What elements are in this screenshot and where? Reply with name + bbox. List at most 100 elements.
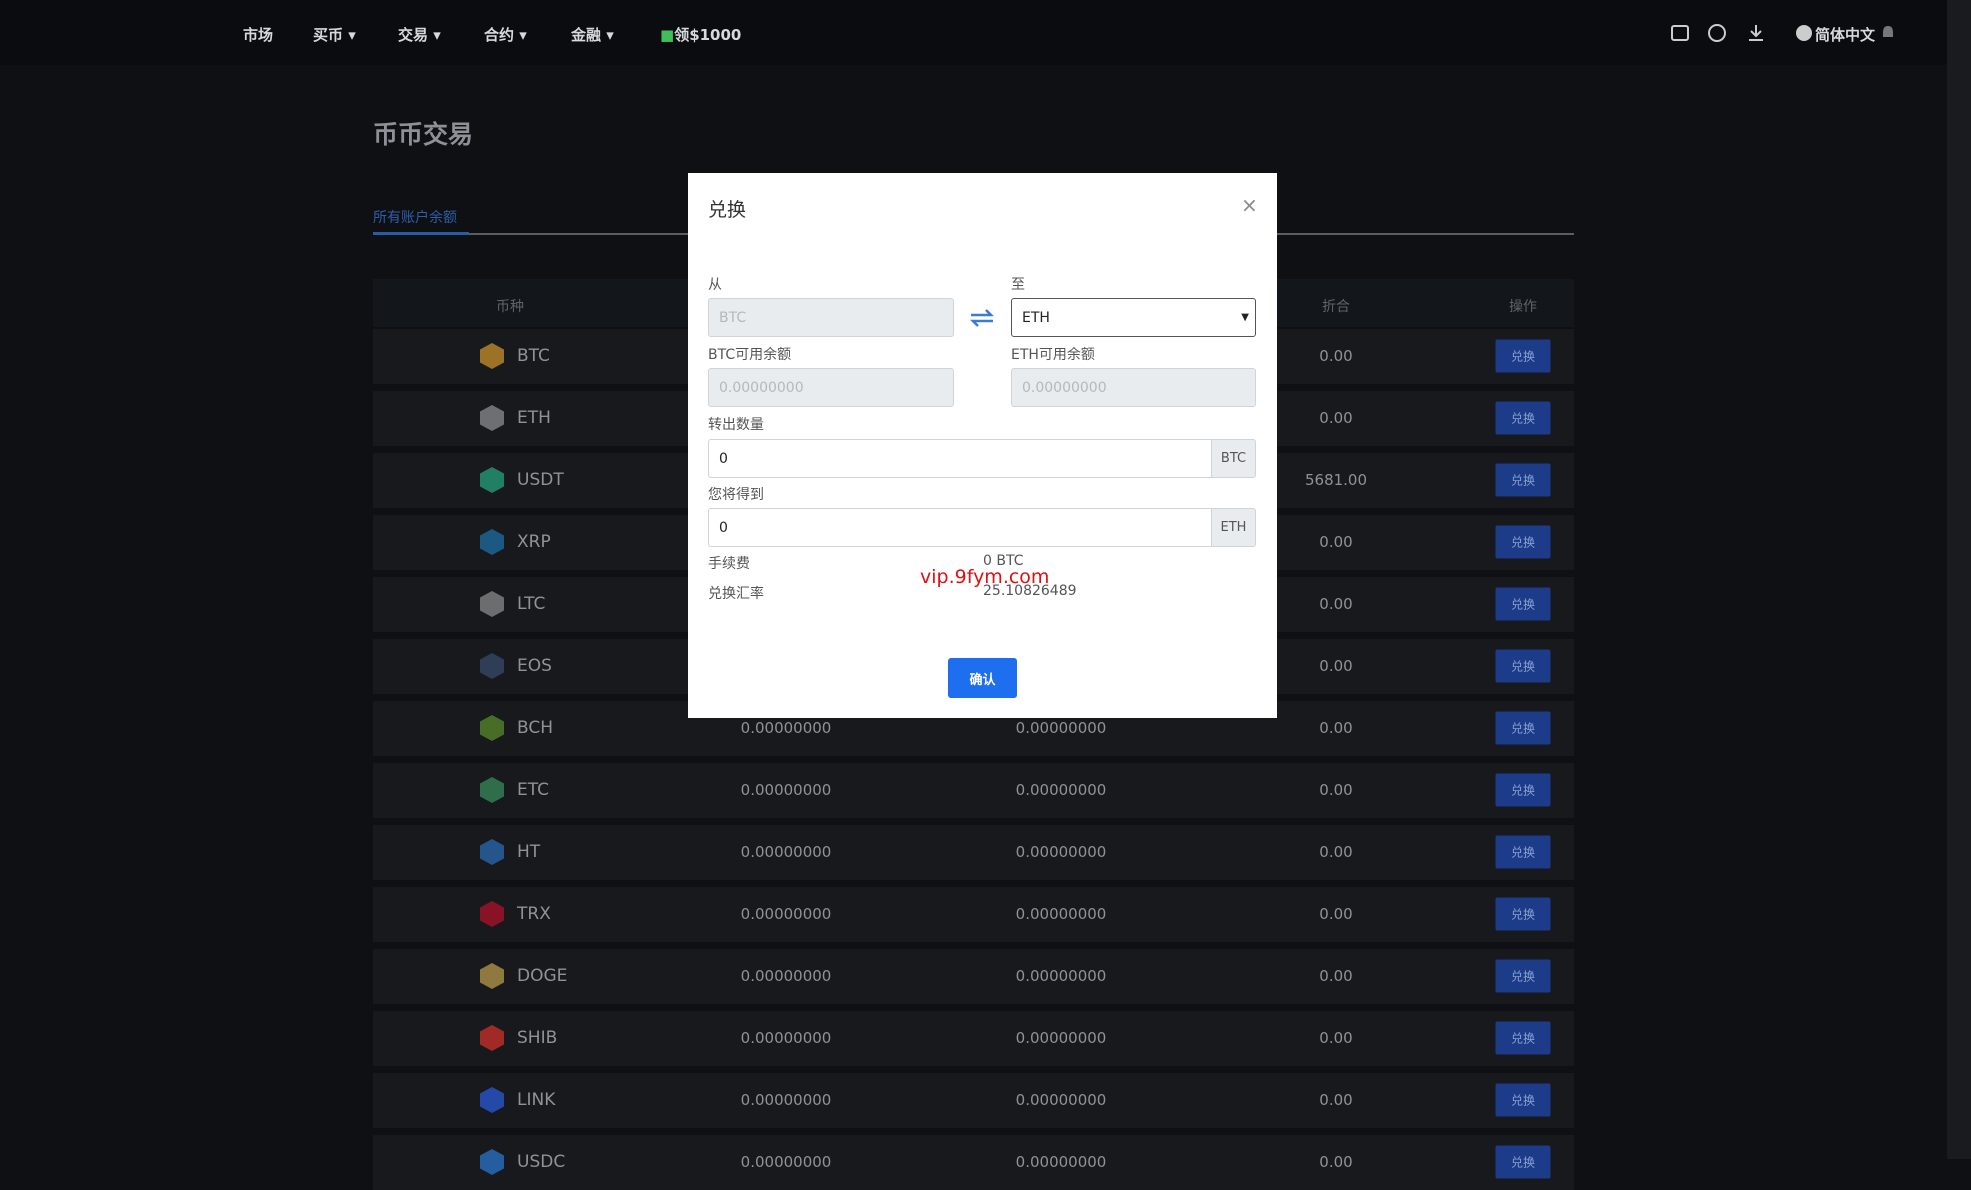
coin-name: TRX [517, 904, 551, 924]
swap-icon[interactable] [968, 308, 996, 328]
converted-value: 0.00 [1319, 781, 1353, 799]
converted-value: 0.00 [1319, 967, 1353, 985]
exchange-button[interactable]: 兑换 [1495, 835, 1551, 869]
exchange-button[interactable]: 兑换 [1495, 339, 1551, 373]
exchange-button[interactable]: 兑换 [1495, 897, 1551, 931]
exchange-button[interactable]: 兑换 [1495, 1021, 1551, 1055]
nav-item[interactable]: 交易 ▾ [398, 26, 441, 44]
coin-name: ETH [517, 408, 551, 428]
coin-icon [480, 343, 504, 369]
converted-value: 0.00 [1319, 533, 1353, 551]
available-balance: 0.00000000 [740, 781, 832, 799]
exchange-button[interactable]: 兑换 [1495, 1145, 1551, 1179]
rate-label: 兑换汇率 [708, 586, 764, 602]
exchange-button[interactable]: 兑换 [1495, 463, 1551, 497]
bell-icon[interactable] [1883, 26, 1893, 37]
wallet-icon[interactable] [1671, 25, 1689, 41]
exchange-button[interactable]: 兑换 [1495, 401, 1551, 435]
frozen-balance: 0.00000000 [1015, 905, 1107, 923]
amount-label: 转出数量 [708, 417, 764, 433]
scrollbar[interactable] [1947, 0, 1971, 1159]
available-balance: 0.00000000 [740, 905, 832, 923]
nav-item[interactable]: 市场 [243, 26, 274, 44]
coin-icon [480, 901, 504, 927]
coin-name: DOGE [517, 966, 568, 986]
nav-item[interactable]: 买币 ▾ [313, 26, 356, 44]
frozen-balance: 0.00000000 [1015, 1153, 1107, 1171]
coin-name: BCH [517, 718, 554, 738]
page: 市场 买币 ▾ 交易 ▾ 合约 ▾ 金融 ▾ ■领$1000 简体中文 币币交易… [243, 0, 1971, 1179]
from-coin-input: BTC [708, 298, 954, 337]
table-row [373, 763, 1574, 818]
coin-icon [480, 405, 504, 431]
globe-icon[interactable] [1796, 25, 1812, 41]
converted-value: 0.00 [1319, 843, 1353, 861]
from-label: 从 [708, 277, 722, 293]
available-balance: 0.00000000 [740, 1153, 832, 1171]
coin-name: EOS [517, 656, 552, 676]
exchange-modal: 兑换 × 从 至 BTC ETH ▼ BTC可用余额 ETH可用余额 0.0000… [688, 173, 1277, 718]
promo-link[interactable]: ■领$1000 [660, 24, 741, 45]
fee-label: 手续费 [708, 556, 750, 572]
coin-icon [480, 963, 504, 989]
exchange-button[interactable]: 兑换 [1495, 959, 1551, 993]
available-balance: 0.00000000 [740, 1029, 832, 1047]
promo-label: 领$1000 [674, 26, 742, 44]
converted-value: 0.00 [1319, 347, 1353, 365]
amount-input[interactable]: 0 [708, 439, 1212, 478]
page-title: 币币交易 [373, 120, 474, 149]
to-label: 至 [1011, 277, 1025, 293]
coin-name: LINK [517, 1090, 556, 1110]
exchange-button[interactable]: 兑换 [1495, 649, 1551, 683]
exchange-button[interactable]: 兑换 [1495, 773, 1551, 807]
frozen-balance: 0.00000000 [1015, 781, 1107, 799]
language-switch[interactable]: 简体中文 [1815, 26, 1876, 44]
converted-value: 0.00 [1319, 657, 1353, 675]
to-balance-input: 0.00000000 [1011, 368, 1256, 407]
gift-icon: ■ [660, 26, 675, 44]
confirm-button[interactable]: 确认 [948, 658, 1017, 698]
nav-icons [1671, 24, 1893, 42]
frozen-balance: 0.00000000 [1015, 843, 1107, 861]
exchange-button[interactable]: 兑换 [1495, 711, 1551, 745]
receive-input[interactable]: 0 [708, 508, 1212, 547]
frozen-balance: 0.00000000 [1015, 967, 1107, 985]
converted-value: 5681.00 [1304, 471, 1368, 489]
coin-icon [480, 1087, 504, 1113]
coin-icon [480, 529, 504, 555]
receive-label: 您将得到 [708, 487, 764, 503]
exchange-button[interactable]: 兑换 [1495, 1083, 1551, 1117]
converted-value: 0.00 [1319, 1153, 1353, 1171]
select-arrow: ▼ [1241, 312, 1249, 323]
nav-label: 交易 [398, 26, 429, 44]
converted-value: 0.00 [1319, 719, 1353, 737]
nav-item[interactable]: 合约 ▾ [484, 26, 527, 44]
user-icon[interactable] [1708, 24, 1726, 42]
converted-value: 0.00 [1319, 905, 1353, 923]
converted-value: 0.00 [1319, 1029, 1353, 1047]
available-balance: 0.00000000 [740, 719, 832, 737]
nav-item[interactable]: 金融 ▾ [571, 26, 614, 44]
exchange-button[interactable]: 兑换 [1495, 587, 1551, 621]
exchange-button[interactable]: 兑换 [1495, 525, 1551, 559]
table-row [373, 949, 1574, 1004]
table-row [373, 1011, 1574, 1066]
rate-value: 25.10826489 [983, 583, 1077, 599]
close-button[interactable]: × [1241, 193, 1258, 217]
select-value: ETH [1022, 309, 1050, 326]
download-icon[interactable] [1749, 25, 1763, 41]
coin-name: USDC [517, 1152, 566, 1172]
coin-name: USDT [517, 470, 564, 490]
converted-value: 0.00 [1319, 595, 1353, 613]
frozen-balance: 0.00000000 [1015, 1029, 1107, 1047]
converted-value: 0.00 [1319, 409, 1353, 427]
to-balance-label: ETH可用余额 [1011, 347, 1095, 363]
coin-icon [480, 591, 504, 617]
nav-label: 买币 [313, 26, 344, 44]
available-balance: 0.00000000 [740, 843, 832, 861]
table-row [373, 825, 1574, 880]
amount-unit: BTC [1211, 439, 1256, 478]
to-coin-select[interactable]: ETH ▼ [1011, 298, 1256, 337]
tab[interactable]: 所有账户余额 [373, 210, 457, 226]
coin-icon [480, 1025, 504, 1051]
